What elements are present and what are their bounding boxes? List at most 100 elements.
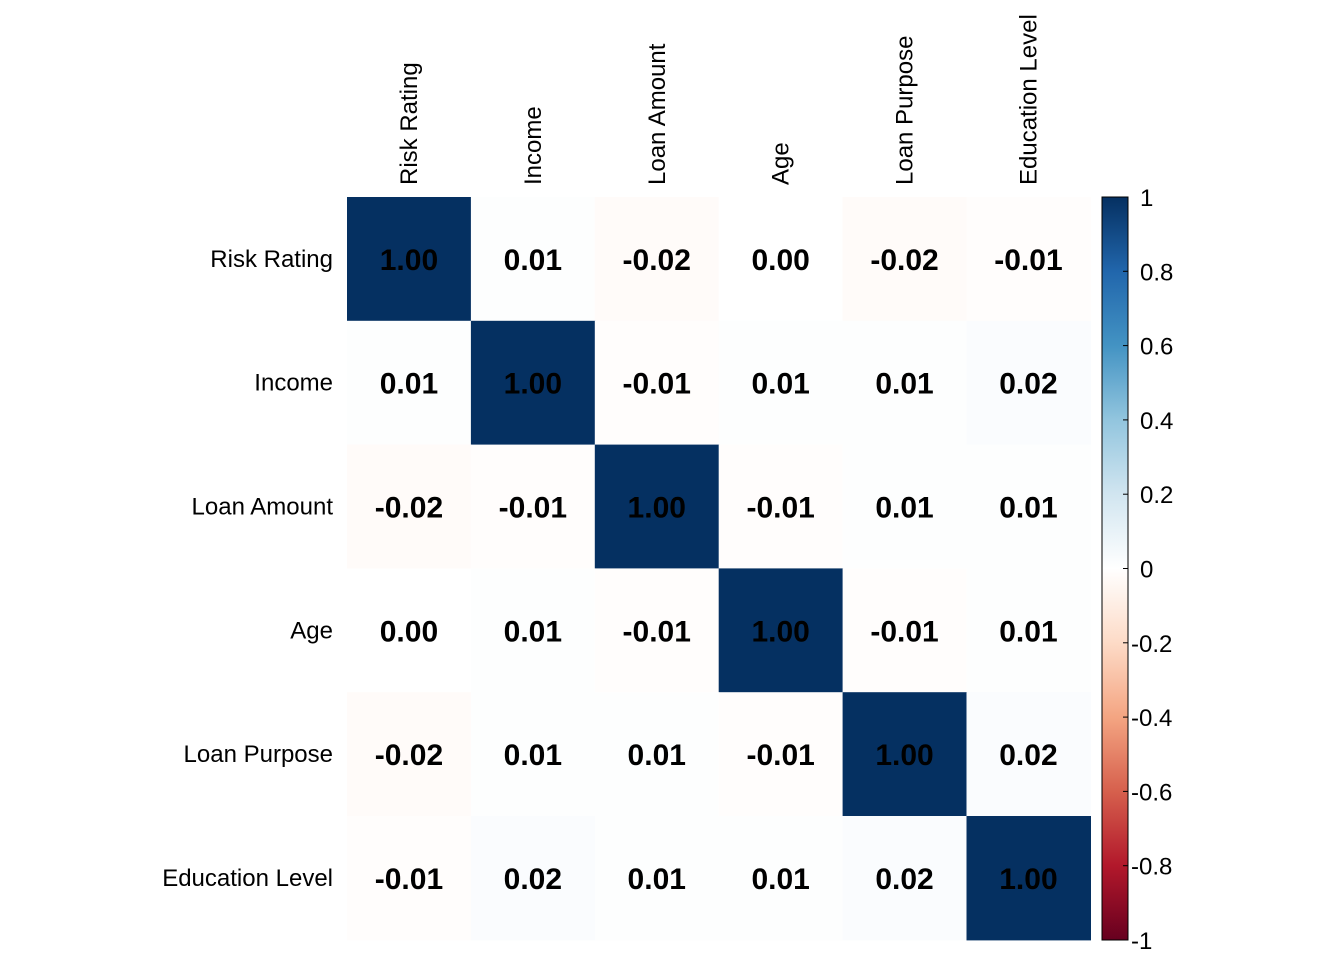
row-label: Loan Purpose — [184, 741, 333, 768]
heatmap-cell-r0-c0 — [347, 197, 472, 322]
heatmap-value-label: 0.00 — [380, 615, 438, 648]
heatmap-cell-r5-c1 — [470, 816, 596, 941]
heatmap-cell-r3-c1 — [470, 568, 596, 693]
heatmap-value-label: 0.01 — [628, 863, 686, 896]
column-label: Loan Purpose — [892, 36, 919, 185]
column-labels: Risk Rating Income Loan Amount Age Loan Purp… — [396, 14, 1042, 185]
heatmap-cell-r4-c5 — [966, 692, 1091, 817]
color-legend-tick-label: 0 — [1140, 557, 1153, 584]
heatmap-cell-r5-c3 — [718, 816, 844, 941]
heatmap-value-label: 0.00 — [751, 244, 809, 277]
heatmap-cell-r4-c0 — [347, 692, 472, 817]
heatmap-value-label: -0.01 — [375, 863, 443, 896]
heatmap-value-label: 0.01 — [875, 368, 933, 401]
heatmap-cell-r1-c5 — [966, 320, 1091, 446]
heatmap-value-label: -0.01 — [746, 492, 814, 525]
row-label: Age — [290, 617, 333, 644]
heatmap-value-label: 0.02 — [504, 863, 562, 896]
column-label: Risk Rating — [396, 62, 423, 185]
heatmap-value-label: 1.00 — [380, 244, 438, 277]
row-label: Loan Amount — [192, 494, 334, 521]
heatmap-value-label: -0.01 — [746, 739, 814, 772]
heatmap-cell-r3-c4 — [842, 568, 968, 693]
heatmap-cell-r2-c5 — [966, 444, 1091, 569]
color-legend-tick-label: 0.6 — [1140, 334, 1173, 361]
heatmap-value-label: -0.02 — [375, 492, 443, 525]
heatmap-cell-r3-c5 — [966, 568, 1091, 693]
heatmap-value-label: -0.01 — [870, 615, 938, 648]
column-label: Education Level — [1015, 14, 1042, 185]
heatmap-value-label: 0.01 — [751, 368, 809, 401]
heatmap-cell-r5-c2 — [594, 816, 720, 941]
heatmap-cell-r5-c5 — [966, 816, 1091, 941]
heatmap-cell-r3-c2 — [594, 568, 720, 693]
color-legend: 1 0.8 0.6 0.4 0.2 0 -0.2 -0.4 -0.6 -0.8 -1 — [1101, 185, 1173, 955]
color-legend-tick-label: -0.4 — [1131, 705, 1172, 732]
heatmap-value-label: -0.01 — [499, 492, 567, 525]
heatmap-cell-r2-c1 — [470, 444, 596, 569]
color-legend-tick-label: 0.4 — [1140, 408, 1173, 435]
column-label: Income — [520, 106, 547, 185]
heatmap-value-label: 0.01 — [999, 492, 1057, 525]
color-legend-ticks — [1123, 196, 1128, 941]
heatmap-cell-r5-c0 — [347, 816, 472, 941]
color-legend-tick-label: 1 — [1140, 185, 1153, 212]
color-legend-tick-label: 0.2 — [1140, 482, 1173, 509]
heatmap-value-label: 0.02 — [999, 739, 1057, 772]
heatmap-value-label: 0.01 — [504, 244, 562, 277]
row-label: Income — [254, 370, 333, 397]
heatmap-cell-r1-c0 — [347, 320, 472, 446]
row-label: Education Level — [162, 865, 333, 892]
heatmap-cell-r1-c2 — [594, 320, 720, 446]
heatmap-cell-r4-c2 — [594, 692, 720, 817]
heatmap-cell-r0-c3 — [718, 197, 844, 322]
heatmap-cell-r1-c1 — [470, 320, 596, 446]
heatmap-cell-r3-c0 — [347, 568, 472, 693]
heatmap-value-label: 0.02 — [875, 863, 933, 896]
heatmap-value-label: -0.01 — [623, 368, 691, 401]
heatmap-cell-r1-c4 — [842, 320, 968, 446]
heatmap-cell-r0-c1 — [470, 197, 596, 322]
row-label: Risk Rating — [210, 246, 333, 273]
heatmap-value-label: 1.00 — [504, 368, 562, 401]
heatmap-value-label: -0.02 — [375, 739, 443, 772]
heatmap-value-label: 0.01 — [504, 615, 562, 648]
color-legend-tick-label: 0.8 — [1140, 259, 1173, 286]
heatmap-cell-r2-c2 — [594, 444, 720, 569]
heatmap-value-label: 0.01 — [999, 615, 1057, 648]
heatmap-cell-r5-c4 — [842, 816, 968, 941]
color-legend-tick-label: -0.2 — [1131, 631, 1172, 658]
heatmap-value-label: 0.01 — [628, 739, 686, 772]
heatmap-cell-r0-c4 — [842, 197, 968, 322]
heatmap-value-label: 0.01 — [380, 368, 438, 401]
heatmap-cell-r2-c4 — [842, 444, 968, 569]
heatmap-cell-r2-c0 — [347, 444, 472, 569]
row-labels: Risk Rating Income Loan Amount Age Loan Purp… — [162, 246, 333, 892]
heatmap-value-label: -0.02 — [870, 244, 938, 277]
heatmap-cell-r0-c2 — [594, 197, 720, 322]
heatmap-value-label: 0.01 — [751, 863, 809, 896]
heatmap-value-label: 1.00 — [999, 863, 1057, 896]
color-legend-tick-label: -0.6 — [1131, 779, 1172, 806]
heatmap-cell-r4-c1 — [470, 692, 596, 817]
heatmap-value-label: 0.01 — [875, 492, 933, 525]
heatmap-value-label: -0.01 — [623, 615, 691, 648]
color-legend-tick-labels: 1 0.8 0.6 0.4 0.2 0 -0.2 -0.4 -0.6 -0.8 -1 — [1131, 185, 1173, 955]
column-label: Age — [768, 142, 795, 185]
column-label: Loan Amount — [644, 43, 671, 185]
heatmap-cell-r0-c5 — [966, 197, 1091, 322]
heatmap-value-label: 1.00 — [875, 739, 933, 772]
heatmap-value-labels: 1.00 0.01 -0.02 0.00 -0.02 -0.01 0.01 1.00 -0.01… — [375, 244, 1063, 896]
heatmap-cell-r1-c3 — [718, 320, 844, 446]
heatmap-value-label: 1.00 — [628, 492, 686, 525]
color-legend-tick-label: -1 — [1131, 928, 1152, 955]
heatmap-cell-r2-c3 — [718, 444, 844, 569]
heatmap-value-label: 0.01 — [504, 739, 562, 772]
color-legend-tick-label: -0.8 — [1131, 854, 1172, 881]
heatmap-cells — [347, 197, 1091, 941]
heatmap-cell-r4-c3 — [718, 692, 844, 817]
heatmap-value-label: 1.00 — [751, 615, 809, 648]
heatmap-value-label: 0.02 — [999, 368, 1057, 401]
heatmap-cell-r4-c4 — [842, 692, 968, 817]
